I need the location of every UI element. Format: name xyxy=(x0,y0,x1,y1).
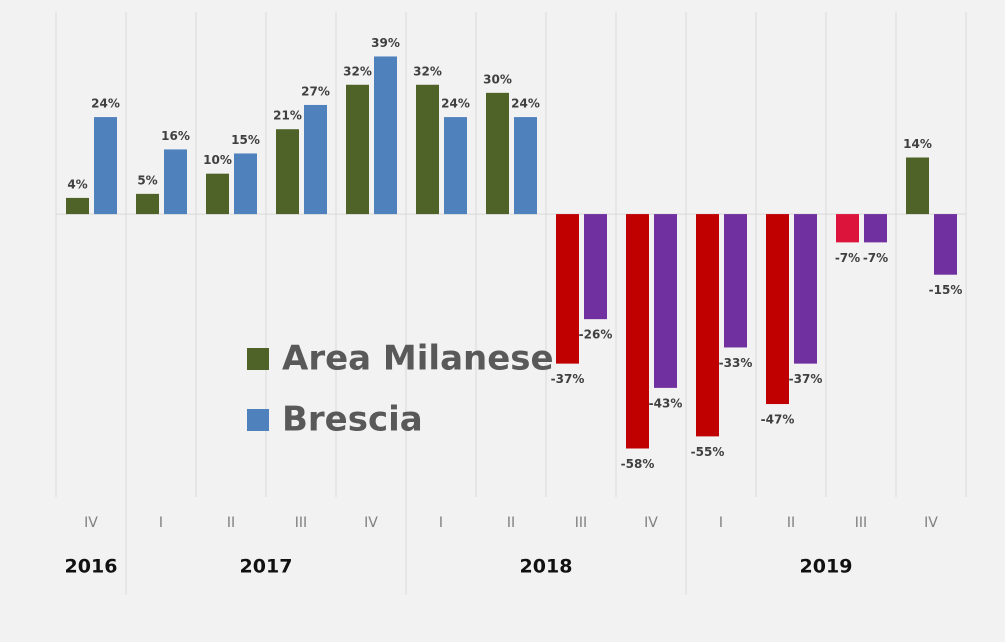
bar xyxy=(584,214,607,320)
value-label: 14% xyxy=(903,137,932,151)
year-label: 2017 xyxy=(240,556,293,578)
x-tick-label: IV xyxy=(924,515,938,531)
x-tick-label: I xyxy=(719,515,723,531)
x-tick-label: IV xyxy=(364,515,378,531)
value-label: 4% xyxy=(67,177,87,191)
bar xyxy=(724,214,747,348)
x-tick-label: IV xyxy=(644,515,658,531)
bar xyxy=(794,214,817,364)
value-label: 10% xyxy=(203,153,232,167)
value-label: 16% xyxy=(161,129,190,143)
bar xyxy=(836,214,859,243)
bar xyxy=(486,92,509,215)
bar xyxy=(654,214,677,388)
value-label: -58% xyxy=(621,457,655,471)
value-label: 24% xyxy=(441,97,470,111)
bar xyxy=(444,117,467,215)
value-label: -37% xyxy=(789,372,823,386)
x-tick-label: II xyxy=(507,515,515,531)
bar xyxy=(66,197,89,215)
x-tick-label: III xyxy=(575,515,587,531)
bar xyxy=(276,129,299,215)
value-label: -55% xyxy=(691,445,725,459)
year-label: 2016 xyxy=(65,556,118,578)
value-label: 32% xyxy=(413,64,442,78)
bar xyxy=(206,173,229,215)
x-tick-label: I xyxy=(159,515,163,531)
value-label: -47% xyxy=(761,413,795,427)
bar xyxy=(304,104,327,215)
bar xyxy=(164,149,187,215)
value-label: -37% xyxy=(551,372,585,386)
bar xyxy=(346,84,369,215)
bar xyxy=(556,214,579,364)
value-label: -7% xyxy=(835,251,860,265)
x-tick-label: III xyxy=(295,515,307,531)
value-label: -43% xyxy=(649,396,683,410)
x-tick-label: II xyxy=(787,515,795,531)
value-label: 30% xyxy=(483,72,512,86)
bar xyxy=(696,214,719,437)
bar xyxy=(374,56,397,215)
bar xyxy=(906,157,929,215)
legend-swatch xyxy=(247,409,269,431)
value-label: -7% xyxy=(863,251,888,265)
year-label: 2018 xyxy=(520,556,573,578)
bar xyxy=(864,214,887,243)
bar xyxy=(766,214,789,405)
x-tick-label: IV xyxy=(84,515,98,531)
value-label: 5% xyxy=(137,173,157,187)
year-label: 2019 xyxy=(800,556,853,578)
value-label: 24% xyxy=(511,97,540,111)
value-label: -26% xyxy=(579,328,613,342)
bar xyxy=(626,214,649,449)
bar xyxy=(136,193,159,215)
bar xyxy=(234,153,257,215)
value-label: 39% xyxy=(371,36,400,50)
bar xyxy=(514,117,537,215)
bar xyxy=(94,117,117,215)
value-label: -15% xyxy=(929,283,963,297)
value-label: -33% xyxy=(719,356,753,370)
value-label: 21% xyxy=(273,109,302,123)
x-tick-label: III xyxy=(855,515,867,531)
bar xyxy=(416,84,439,215)
value-label: 27% xyxy=(301,84,330,98)
x-tick-label: I xyxy=(439,515,443,531)
legend-swatch xyxy=(247,348,269,370)
x-tick-label: II xyxy=(227,515,235,531)
value-label: 24% xyxy=(91,97,120,111)
value-label: 15% xyxy=(231,133,260,147)
bar xyxy=(934,214,957,275)
value-label: 32% xyxy=(343,64,372,78)
legend-label: Area Milanese xyxy=(282,339,554,379)
legend-label: Brescia xyxy=(282,400,423,440)
